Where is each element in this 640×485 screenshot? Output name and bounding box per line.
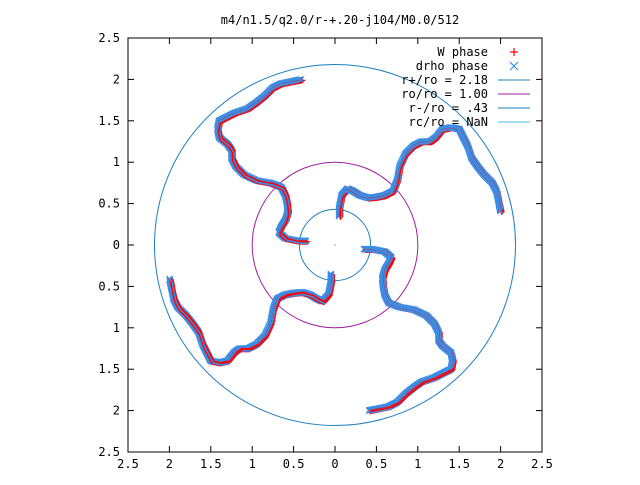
y-tick-label: 1.5 [98, 362, 120, 376]
y-tick-label: 2.5 [98, 445, 120, 459]
y-tick-label: 2.5 [98, 31, 120, 45]
legend-plus-sample [510, 48, 518, 56]
x-tick-label: 2 [166, 457, 173, 471]
y-tick-label: 1 [113, 321, 120, 335]
y-tick-label: 0.5 [98, 279, 120, 293]
y-tick-label: 2 [113, 404, 120, 418]
drho-phase-marker [365, 407, 373, 414]
x-tick-label: 1 [249, 457, 256, 471]
x-tick-label: 0.5 [283, 457, 305, 471]
legend-label: r-/ro = .43 [409, 101, 488, 115]
circle-rro [153, 63, 517, 427]
legend-label: r+/ro = 2.18 [401, 73, 488, 87]
legend-label: rc/ro = NaN [409, 115, 488, 129]
legend-label: drho phase [416, 59, 488, 73]
center-dot [334, 244, 336, 246]
circle-roro [251, 161, 419, 329]
x-tick-label: 2 [497, 457, 504, 471]
drho-phase-marker [166, 275, 173, 283]
drho-phase-marker [297, 76, 305, 83]
x-tick-label: 0.5 [366, 457, 388, 471]
x-tick-label: 2.5 [117, 457, 139, 471]
legend-cross-sample [509, 61, 519, 71]
x-tick-label: 2.5 [531, 457, 553, 471]
x-tick-label: 1 [414, 457, 421, 471]
phase-markers [166, 76, 505, 415]
x-tick-label: 1.5 [200, 457, 222, 471]
y-tick-label: 2 [113, 72, 120, 86]
x-tick-label: 1.5 [448, 457, 470, 471]
axis-ticks: 2.5 2 1.5 1 0.5 0 0.5 1 1.5 2 2.52.521.510.500.511… [98, 31, 553, 471]
legend-label: ro/ro = 1.00 [401, 87, 488, 101]
y-tick-label: 0.5 [98, 197, 120, 211]
y-tick-label: 0 [113, 238, 120, 252]
drho-phase-marker [497, 207, 504, 215]
legend-label: W phase [437, 45, 488, 59]
y-tick-label: 1 [113, 155, 120, 169]
y-tick-label: 1.5 [98, 114, 120, 128]
x-tick-label: 0 [331, 457, 338, 471]
chart-title: m4/n1.5/q2.0/r-+.20-j104/M0.0/512 [221, 13, 459, 27]
